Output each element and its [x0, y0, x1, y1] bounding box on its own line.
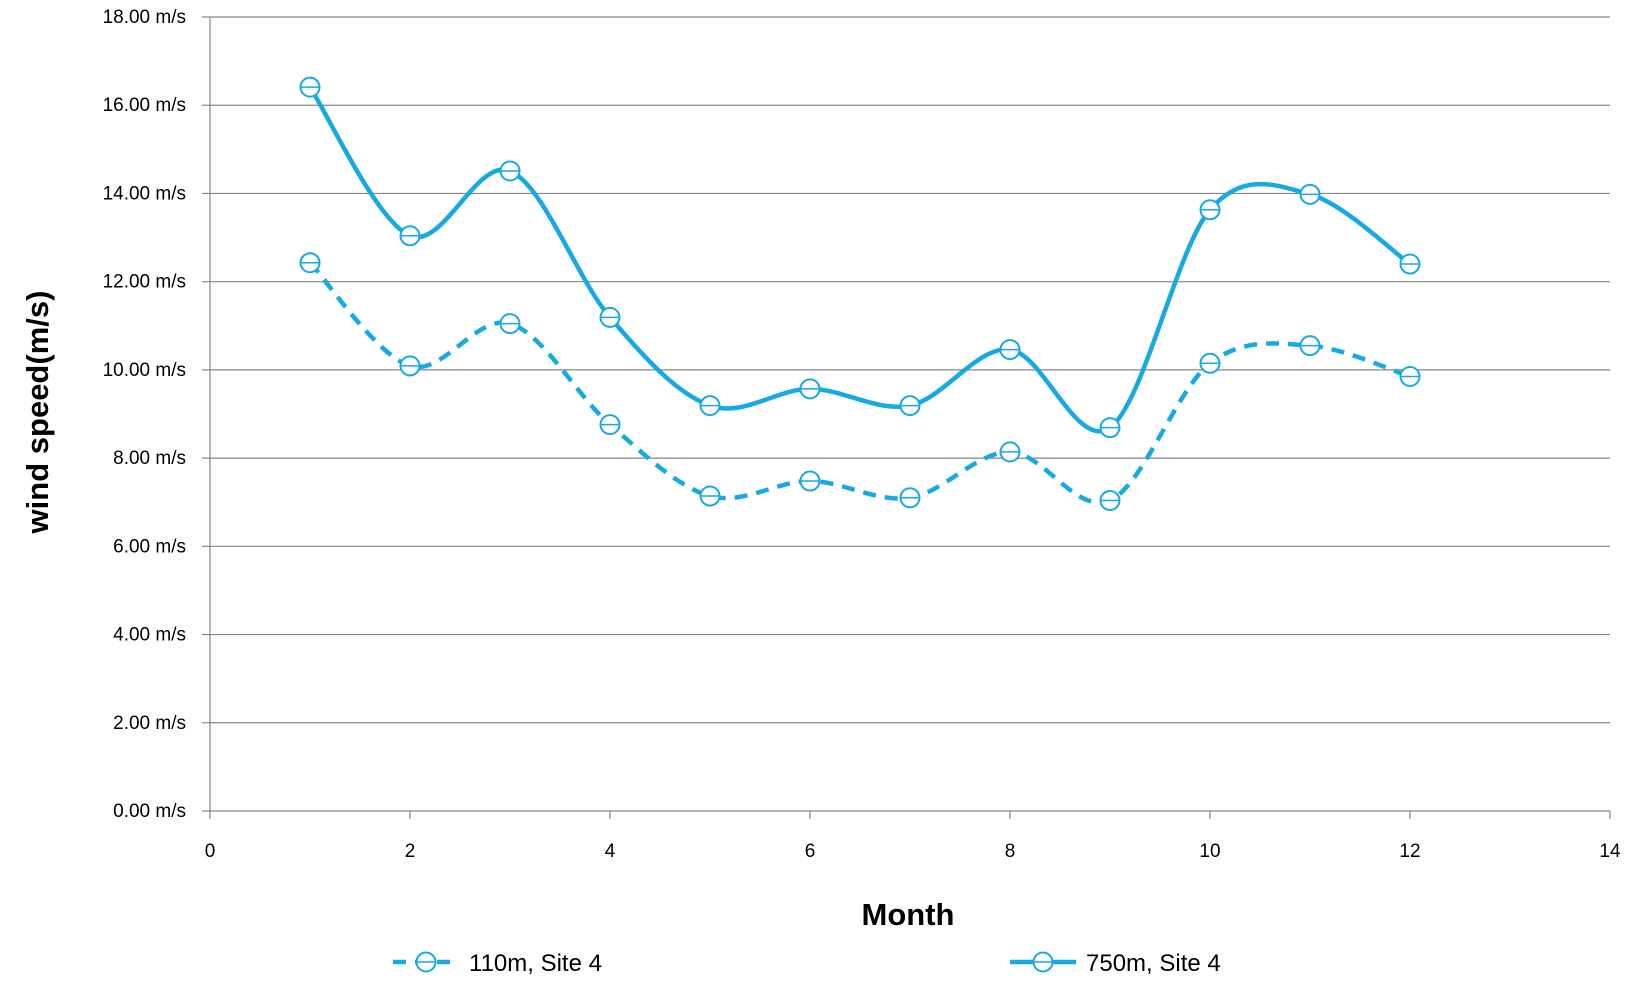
y-tick-label: 8.00 m/s	[113, 448, 186, 469]
y-tick-label: 4.00 m/s	[113, 625, 186, 646]
series-line-2	[307, 84, 1413, 434]
x-tick-label: 12	[1399, 841, 1420, 862]
series-markers	[299, 76, 1421, 511]
tick-labels: 0.00 m/s 2.00 m/s 4.00 m/s 6.00 m/s 8.00 m/s…	[103, 7, 1621, 862]
axes	[202, 16, 1611, 819]
legend: 110m, Site 4 750m, Site 4	[393, 950, 1221, 977]
y-tick-label: 14.00 m/s	[103, 183, 186, 204]
x-tick-label: 8	[1005, 841, 1016, 862]
y-tick-label: 18.00 m/s	[103, 7, 186, 28]
gridlines	[210, 16, 1610, 724]
x-tick-label: 6	[805, 841, 816, 862]
legend-label: 110m, Site 4	[469, 950, 602, 977]
legend-item-1: 110m, Site 4	[393, 950, 602, 977]
y-tick-label: 12.00 m/s	[103, 272, 186, 293]
x-tick-label: 10	[1199, 841, 1220, 862]
x-tick-label: 0	[205, 841, 216, 862]
x-tick-label: 4	[605, 841, 616, 862]
y-tick-label: 0.00 m/s	[113, 801, 186, 822]
x-tick-label: 14	[1599, 841, 1621, 862]
y-axis-title: wind speed(m/s)	[20, 291, 55, 535]
y-tick-label: 2.00 m/s	[113, 713, 186, 734]
y-tick-label: 16.00 m/s	[103, 95, 186, 116]
legend-label: 750m, Site 4	[1086, 950, 1221, 977]
x-axis-title: Month	[862, 897, 955, 932]
x-tick-label: 2	[405, 841, 416, 862]
y-tick-label: 10.00 m/s	[103, 360, 186, 381]
y-tick-label: 6.00 m/s	[113, 536, 186, 557]
legend-item-2: 750m, Site 4	[1010, 950, 1221, 977]
series-lines	[307, 84, 1413, 505]
series-line-1	[308, 261, 1411, 505]
